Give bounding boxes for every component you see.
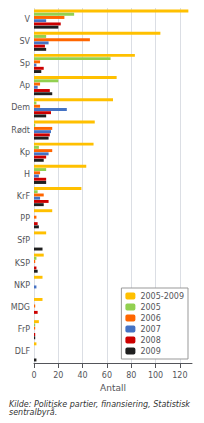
svg-text:2007: 2007 — [140, 325, 160, 334]
svg-text:PP: PP — [20, 214, 30, 223]
svg-text:FrP: FrP — [18, 325, 30, 334]
svg-text:40: 40 — [78, 371, 88, 380]
svg-text:2005-2009: 2005-2009 — [140, 292, 184, 301]
svg-text:SV: SV — [19, 37, 30, 46]
svg-text:DLF: DLF — [15, 347, 31, 356]
svg-text:80: 80 — [126, 371, 136, 380]
svg-text:H: H — [24, 170, 30, 179]
svg-text:20: 20 — [53, 371, 63, 380]
svg-text:120: 120 — [172, 371, 187, 380]
svg-text:SfP: SfP — [17, 236, 30, 245]
svg-text:Sp: Sp — [20, 59, 30, 68]
svg-text:KSP: KSP — [15, 259, 30, 268]
svg-text:NKP: NKP — [14, 281, 30, 290]
svg-text:2008: 2008 — [140, 336, 160, 345]
svg-text:KrF: KrF — [17, 192, 31, 201]
svg-text:Kp: Kp — [20, 148, 30, 157]
svg-text:60: 60 — [102, 371, 112, 380]
svg-text:Kilde: Politiske partier, fina: Kilde: Politiske partier, finansiering, … — [9, 399, 193, 409]
svg-text:Rødt: Rødt — [11, 126, 30, 135]
svg-text:2005: 2005 — [140, 303, 160, 312]
svg-text:sentralbyrå.: sentralbyrå. — [9, 407, 57, 417]
svg-text:Ap: Ap — [19, 81, 30, 90]
svg-text:2009: 2009 — [140, 347, 160, 356]
svg-text:2006: 2006 — [140, 314, 160, 323]
svg-text:0: 0 — [31, 371, 36, 380]
svg-text:100: 100 — [148, 371, 163, 380]
svg-text:V: V — [25, 15, 31, 24]
svg-text:Dem: Dem — [11, 103, 30, 112]
svg-text:Antall: Antall — [100, 383, 126, 393]
svg-text:MDG: MDG — [11, 303, 30, 312]
